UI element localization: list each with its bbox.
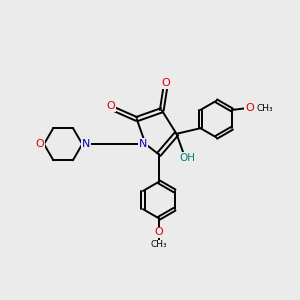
- Text: O: O: [154, 227, 163, 237]
- Text: CH₃: CH₃: [151, 240, 167, 249]
- Text: N: N: [139, 139, 147, 149]
- Text: CH₃: CH₃: [256, 104, 273, 113]
- Text: N: N: [82, 139, 90, 149]
- Text: O: O: [161, 79, 170, 88]
- Text: OH: OH: [179, 153, 195, 163]
- Text: O: O: [245, 103, 254, 113]
- Text: O: O: [107, 101, 116, 111]
- Text: O: O: [35, 139, 44, 149]
